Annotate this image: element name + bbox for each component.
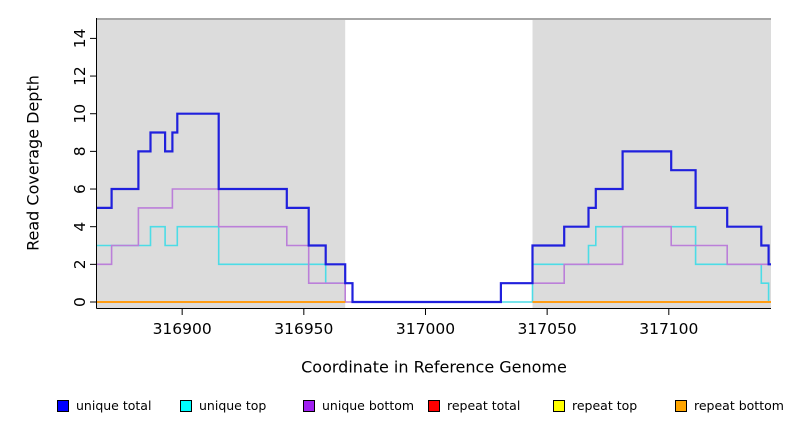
legend-item-repeat-total: repeat total xyxy=(428,399,520,413)
x-tick-label: 316950 xyxy=(274,320,333,338)
legend-item-unique-bottom: unique bottom xyxy=(303,399,414,413)
legend-swatch-icon xyxy=(675,400,687,412)
y-tick-label: 0 xyxy=(71,297,89,307)
legend-label: repeat top xyxy=(572,398,638,413)
legend-item-repeat-top: repeat top xyxy=(553,399,637,413)
legend-item-unique-top: unique top xyxy=(180,399,266,413)
y-tick-label: 6 xyxy=(71,184,89,194)
y-tick-label: 12 xyxy=(71,66,89,86)
y-tick-label: 2 xyxy=(71,259,89,269)
legend-label: repeat bottom xyxy=(694,398,784,413)
legend-label: unique bottom xyxy=(322,398,415,413)
y-tick-label: 8 xyxy=(71,146,89,156)
x-tick-label: 317000 xyxy=(396,320,455,338)
repeat-region-shade xyxy=(532,18,771,308)
series-line-unique-bottom xyxy=(97,188,771,303)
series-line-unique-total xyxy=(97,112,771,304)
x-tick-label: 316900 xyxy=(153,320,212,338)
legend-swatch-icon xyxy=(428,400,440,412)
x-tick-label: 317100 xyxy=(639,320,698,338)
legend-label: repeat total xyxy=(447,398,521,413)
y-tick-label: 14 xyxy=(71,29,89,49)
y-tick-label: 10 xyxy=(71,104,89,124)
x-axis-title: Coordinate in Reference Genome xyxy=(301,357,567,377)
legend-swatch-icon xyxy=(57,400,69,412)
legend-item-unique-total: unique total xyxy=(57,399,151,413)
y-tick-label: 4 xyxy=(71,222,89,232)
legend-label: unique top xyxy=(199,398,267,413)
x-tick-label: 317050 xyxy=(518,320,577,338)
plot-area xyxy=(97,18,771,308)
legend-swatch-icon xyxy=(180,400,192,412)
legend-swatch-icon xyxy=(553,400,565,412)
legend-item-repeat-bottom: repeat bottom xyxy=(675,399,784,413)
legend-label: unique total xyxy=(76,398,152,413)
y-axis-title: Read Coverage Depth xyxy=(23,75,43,251)
legend-swatch-icon xyxy=(303,400,315,412)
